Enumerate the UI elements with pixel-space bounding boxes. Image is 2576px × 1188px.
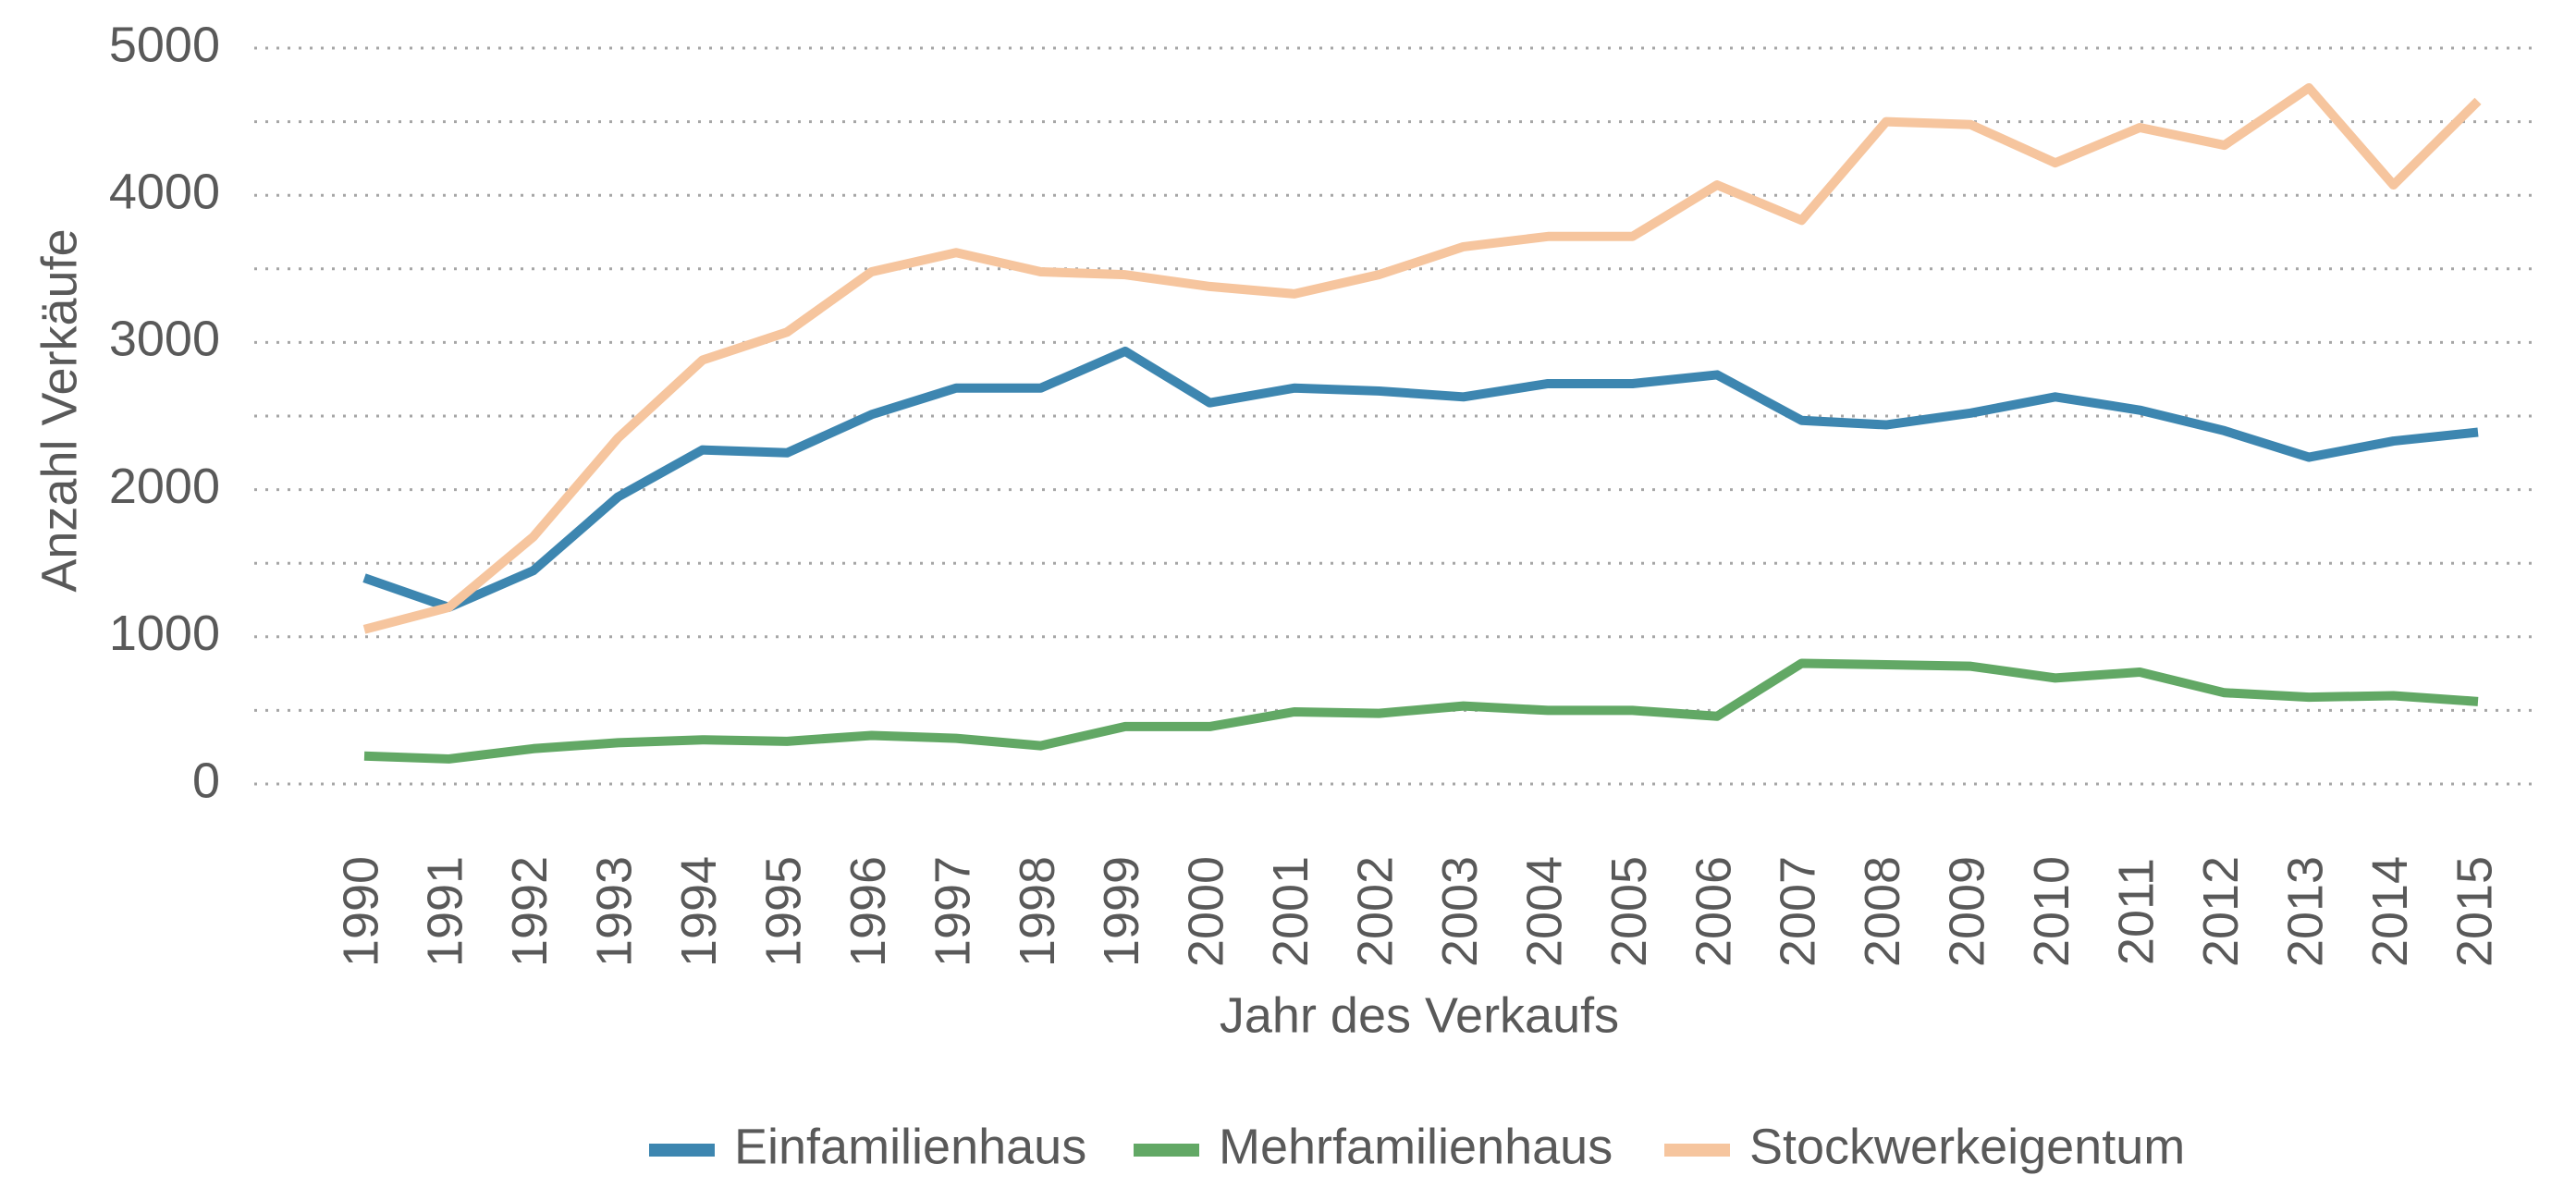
- x-axis-title: Jahr des Verkaufs: [1220, 987, 1619, 1043]
- x-tick-label: 1996: [840, 856, 896, 967]
- x-tick-label: 2012: [2193, 856, 2249, 967]
- x-tick-label: 1999: [1094, 856, 1149, 967]
- y-axis-title: Anzahl Verkäufe: [31, 228, 87, 592]
- x-tick-label: 1995: [755, 856, 811, 967]
- x-tick-label: 2014: [2362, 856, 2418, 967]
- x-tick-label: 1991: [418, 856, 473, 967]
- series-line: [362, 346, 2479, 612]
- x-tick-label: 2005: [1601, 856, 1657, 967]
- series-line: [362, 82, 2482, 634]
- x-tick-label: 2007: [1771, 856, 1826, 967]
- legend-label: Mehrfamilienhaus: [1219, 1119, 1613, 1174]
- x-tick-label: 1994: [671, 856, 727, 967]
- y-tick-label: 2000: [109, 459, 220, 514]
- x-tick-label: 2002: [1348, 856, 1404, 967]
- y-tick-label: 1000: [109, 606, 220, 661]
- x-tick-label: 1992: [502, 856, 558, 967]
- legend-label: Einfamilienhaus: [734, 1119, 1086, 1174]
- x-tick-label: 1998: [1010, 856, 1065, 967]
- x-tick-label: 2011: [2109, 858, 2165, 965]
- x-tick-label: 2010: [2024, 856, 2079, 967]
- x-tick-label: 2001: [1263, 856, 1319, 967]
- series-line: [363, 658, 2479, 764]
- x-tick-label: 2015: [2447, 856, 2502, 967]
- x-tick-label: 2000: [1179, 856, 1234, 967]
- y-tick-label: 3000: [109, 312, 220, 367]
- legend-label: Stockwerkeigentum: [1749, 1119, 2185, 1174]
- x-tick-label: 2003: [1432, 856, 1488, 967]
- x-tick-label: 2006: [1686, 856, 1741, 967]
- x-tick-label: 2009: [1940, 856, 1995, 967]
- x-tick-label: 1993: [587, 856, 643, 967]
- y-tick-label: 5000: [109, 17, 220, 72]
- y-tick-label: 4000: [109, 164, 220, 219]
- x-tick-label: 2004: [1516, 856, 1572, 967]
- x-tick-label: 2008: [1855, 856, 1910, 967]
- x-tick-label: 2013: [2277, 856, 2333, 967]
- x-tick-label: 1990: [333, 856, 388, 967]
- y-tick-label: 0: [192, 753, 220, 808]
- x-tick-label: 1997: [925, 856, 980, 967]
